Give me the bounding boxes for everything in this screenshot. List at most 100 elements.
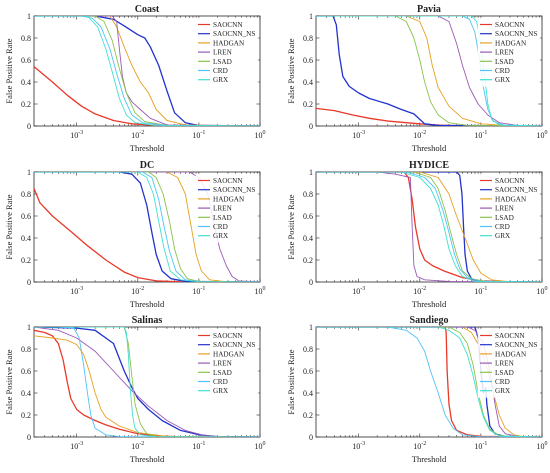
series-group [316, 172, 542, 282]
series-line-grx [34, 327, 260, 437]
x-tick-label: 10-1 [192, 286, 205, 296]
y-tick-label: 0.8 [21, 345, 31, 354]
legend-label-hadgan: HADGAN [213, 350, 245, 358]
legend-label-lsad: LSAD [213, 58, 232, 66]
legend-label-lren: LREN [213, 360, 233, 368]
x-tick-label: 10-3 [70, 441, 83, 451]
y-tick-label: 0.4 [21, 389, 31, 398]
legend-label-grx: GRX [213, 76, 229, 84]
series-line-grx [316, 327, 542, 437]
series-line-lren [34, 327, 260, 437]
legend-label-lsad: LSAD [213, 369, 232, 377]
legend-label-lsad: LSAD [495, 58, 514, 66]
legend-label-lsad: LSAD [495, 214, 514, 222]
y-tick-label: 0.8 [21, 34, 31, 43]
series-line-saocnn_ns [34, 16, 260, 126]
chart-panel-dc: 10-3 10-2 10-1 100 0 0.2 0.4 0.6 0.8 1 DC Threshold… [4, 160, 266, 309]
series-line-crd [316, 327, 542, 437]
series-group [34, 172, 260, 282]
x-tick-label: 10-2 [413, 130, 426, 140]
y-tick-label: 0.2 [303, 256, 313, 265]
x-tick-label: 10-2 [131, 286, 144, 296]
legend-label-saocnn: SAOCNN [495, 332, 525, 340]
series-line-hadgan [34, 16, 260, 126]
y-tick-label: 0.6 [303, 56, 313, 65]
chart-panel-pavia: 10-3 10-2 10-1 100 0 0.2 0.4 0.6 0.8 1 Pavia Thresh… [286, 4, 548, 153]
legend-label-crd: CRD [213, 223, 228, 231]
y-tick-label: 1 [27, 323, 31, 332]
legend-label-saocnn: SAOCNN [213, 332, 243, 340]
legend-label-crd: CRD [495, 223, 510, 231]
legend-label-saocnn_ns: SAOCNN_NS [213, 186, 255, 194]
series-line-saocnn [34, 188, 260, 282]
legend-label-crd: CRD [495, 67, 510, 75]
legend-label-lren: LREN [495, 360, 515, 368]
legend-label-hadgan: HADGAN [213, 195, 245, 203]
x-tick-label: 10-3 [70, 130, 83, 140]
series-line-hadgan [34, 335, 260, 437]
y-tick-label: 0.8 [303, 190, 313, 199]
x-axis-label: Threshold [130, 143, 165, 153]
y-axis-label: False Positive Rate [4, 194, 14, 259]
legend-label-grx: GRX [213, 387, 229, 395]
series-group [34, 16, 260, 126]
x-tick-label: 10-3 [352, 130, 365, 140]
y-axis-label: False Positive Rate [286, 194, 296, 259]
series-line-lren [316, 172, 542, 282]
chart-title: Sandiego [410, 315, 449, 326]
x-tick-label: 10-3 [352, 441, 365, 451]
y-tick-label: 1 [309, 323, 313, 332]
x-tick-label: 10-2 [413, 286, 426, 296]
x-axis-label: Threshold [130, 454, 165, 464]
legend-label-saocnn_ns: SAOCNN_NS [213, 30, 255, 38]
y-tick-label: 0.6 [21, 367, 31, 376]
chart-title: Salinas [132, 315, 163, 326]
y-tick-label: 0 [309, 433, 313, 442]
y-tick-label: 0.6 [21, 56, 31, 65]
series-line-lsad [34, 172, 260, 282]
series-line-grx [34, 172, 260, 282]
legend-label-lren: LREN [495, 205, 515, 213]
y-axis-label: False Positive Rate [4, 38, 14, 103]
chart-title: Pavia [417, 4, 441, 15]
series-line-saocnn_ns [34, 327, 260, 437]
x-tick-label: 100 [255, 130, 266, 140]
y-tick-label: 0 [309, 278, 313, 287]
legend-label-saocnn_ns: SAOCNN_NS [213, 341, 255, 349]
series-line-grx [34, 16, 260, 126]
series-line-hadgan [316, 16, 542, 126]
legend-label-saocnn_ns: SAOCNN_NS [495, 341, 537, 349]
x-tick-label: 10-3 [352, 286, 365, 296]
legend-label-grx: GRX [495, 232, 511, 240]
legend-label-saocnn_ns: SAOCNN_NS [495, 30, 537, 38]
legend-label-hadgan: HADGAN [495, 39, 527, 47]
x-tick-label: 100 [537, 286, 548, 296]
x-tick-label: 10-2 [131, 441, 144, 451]
series-line-hadgan [316, 172, 542, 282]
x-axis-label: Threshold [412, 454, 447, 464]
x-tick-label: 100 [255, 286, 266, 296]
legend-label-crd: CRD [213, 67, 228, 75]
chart-panel-hydice: 10-3 10-2 10-1 100 0 0.2 0.4 0.6 0.8 1 HYDICE Thres… [286, 160, 548, 309]
legend-label-crd: CRD [495, 378, 510, 386]
series-line-lsad [34, 16, 260, 126]
chart-title: DC [140, 160, 154, 171]
series-line-crd [34, 327, 260, 437]
legend-label-saocnn: SAOCNN [213, 21, 243, 29]
x-tick-label: 10-3 [70, 286, 83, 296]
chart-title: HYDICE [409, 160, 449, 171]
y-tick-label: 0.6 [303, 212, 313, 221]
y-tick-label: 0.4 [303, 389, 313, 398]
series-line-crd [316, 172, 542, 282]
series-line-saocnn_ns [316, 16, 542, 126]
y-tick-label: 0.4 [21, 234, 31, 243]
legend-label-grx: GRX [495, 387, 511, 395]
y-axis-label: False Positive Rate [286, 349, 296, 414]
